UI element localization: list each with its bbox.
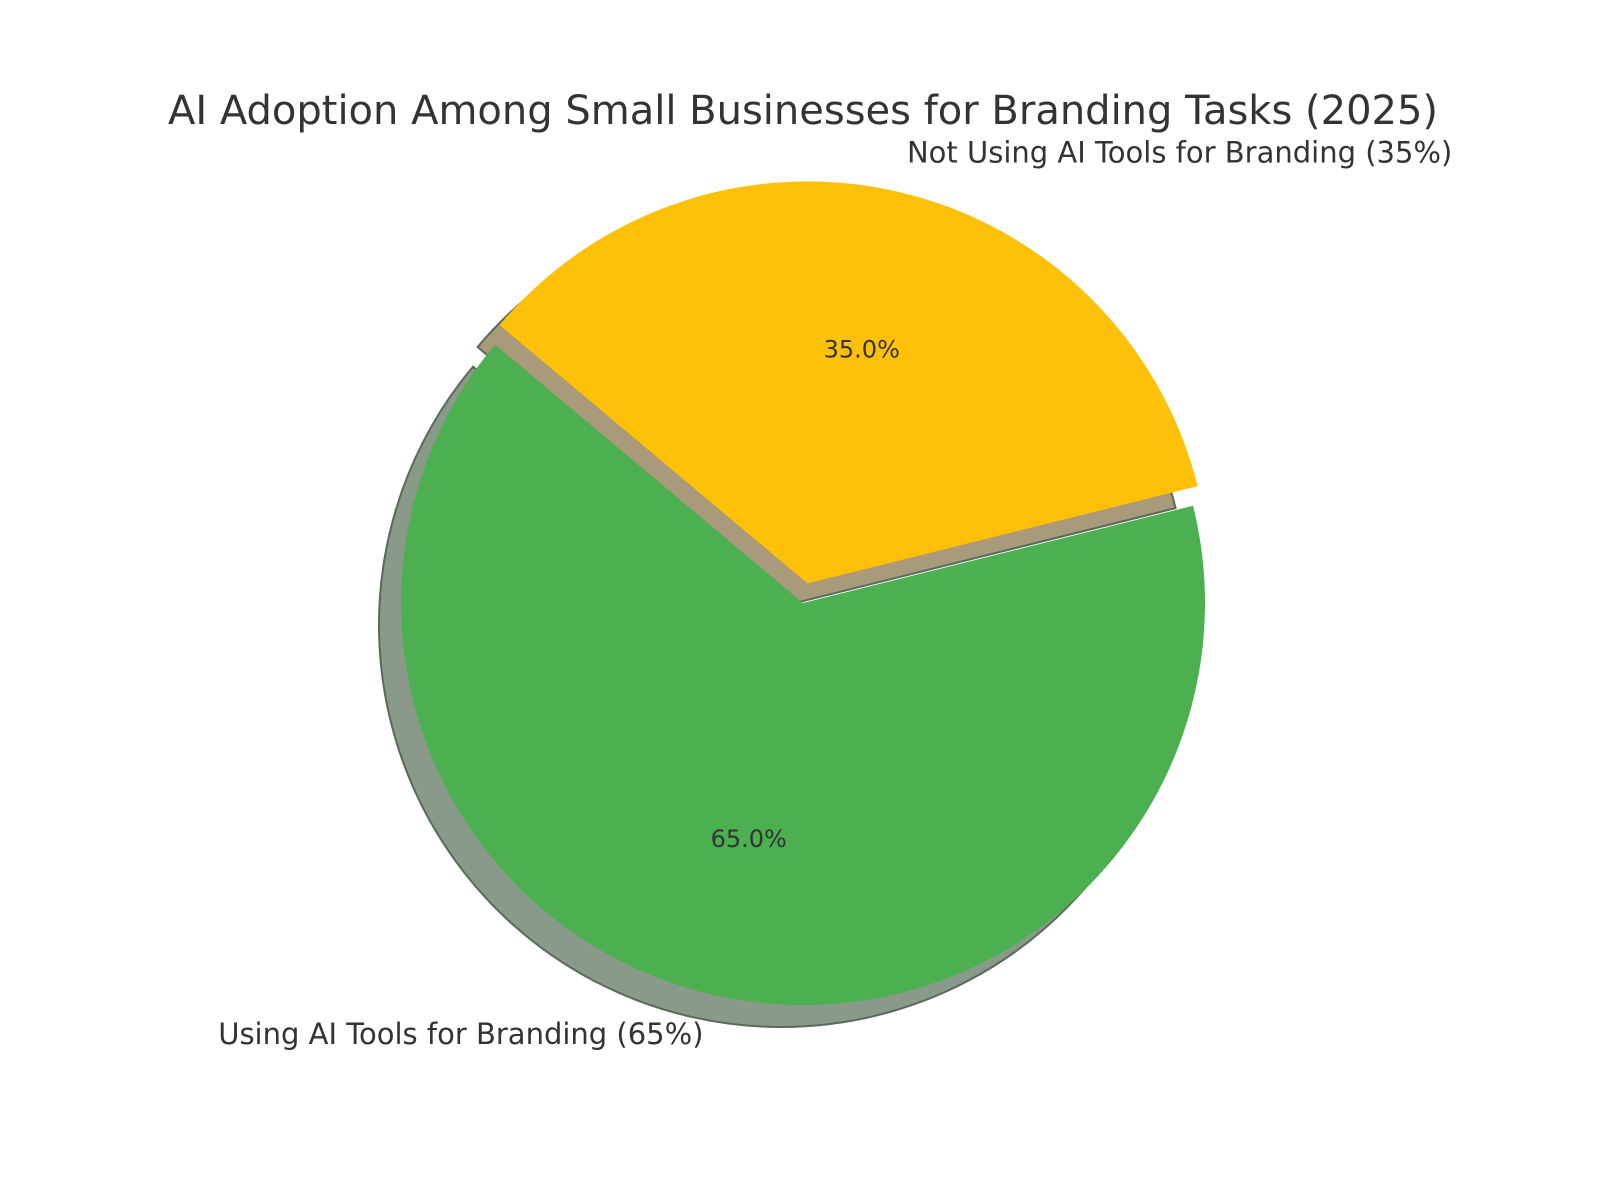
pct-label-using-ai: 65.0% [711,825,787,853]
slice-not-using-ai [499,181,1198,584]
labels: 65.0% Using AI Tools for Branding (65%) 35… [218,136,1452,1051]
slice-label-not-using-ai: Not Using AI Tools for Branding (35%) [907,136,1452,170]
slices [401,181,1206,1006]
chart-title: AI Adoption Among Small Businesses for B… [168,88,1438,134]
slice-label-using-ai: Using AI Tools for Branding (65%) [218,1017,703,1051]
pct-label-not-using-ai: 35.0% [824,335,900,363]
slice-using-ai [401,344,1206,1006]
